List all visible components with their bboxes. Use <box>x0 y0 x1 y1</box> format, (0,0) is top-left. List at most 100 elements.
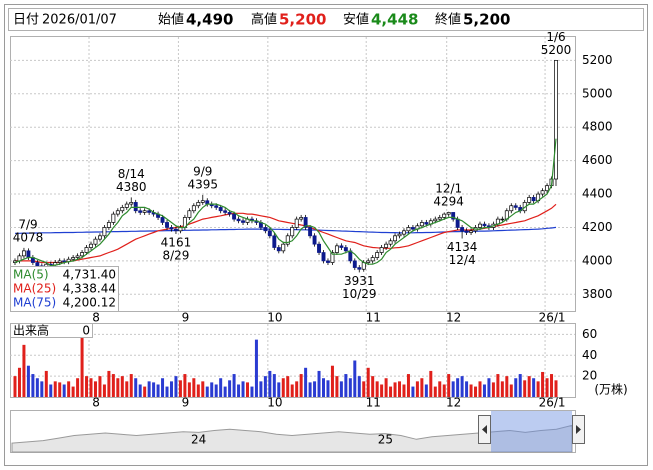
candle-body <box>397 233 402 237</box>
volume-bar <box>22 344 26 397</box>
volume-bar <box>527 376 531 397</box>
volume-bar <box>286 376 290 397</box>
volume-bar <box>17 367 21 397</box>
volume-bar <box>541 371 545 397</box>
volume-bar <box>237 384 241 397</box>
volume-bar <box>438 381 442 397</box>
volume-bar <box>532 378 536 397</box>
candle-body <box>124 203 129 208</box>
volume-bar <box>415 381 419 397</box>
candle-body <box>169 227 174 230</box>
volume-bar <box>339 381 343 397</box>
candle-body <box>98 235 102 240</box>
annotation-date: 10/29 <box>342 287 377 301</box>
candle-body <box>218 207 223 212</box>
volume-bar <box>228 380 232 397</box>
volume-bar <box>550 374 554 397</box>
volume-bar <box>53 381 57 397</box>
volume-bar <box>147 381 151 397</box>
y-tick-label: 3800 <box>582 287 613 301</box>
y-tick-label: 4000 <box>582 253 613 267</box>
candle-body <box>120 207 125 212</box>
volume-bar <box>326 380 330 397</box>
candle-body <box>111 213 116 223</box>
field-name: 始値 <box>158 12 184 28</box>
navigator-handle[interactable] <box>478 415 491 444</box>
volume-bar <box>192 378 196 397</box>
candle-body <box>272 235 277 248</box>
volume-bar <box>76 378 80 397</box>
annotation-value: 5200 <box>541 43 572 57</box>
candle-body <box>71 257 76 260</box>
volume-bar <box>129 374 133 397</box>
annotation-date: 8/29 <box>162 248 189 262</box>
x-tick-label: 26/1 <box>539 396 566 410</box>
candle-body <box>80 252 85 257</box>
volume-bar <box>469 384 473 397</box>
volume-bar <box>353 360 357 397</box>
navigator-handle[interactable] <box>572 415 585 444</box>
annotation-value: 4161 <box>161 235 192 249</box>
candle-body <box>267 230 272 237</box>
volume-bar <box>357 376 361 397</box>
volume-bar <box>523 380 527 397</box>
volume-bar <box>460 376 464 397</box>
legend-value: 4,200.12 <box>63 296 116 310</box>
price-panel <box>10 36 576 312</box>
volume-bar <box>223 386 227 397</box>
volume-bar <box>277 382 281 397</box>
candle-body <box>276 247 281 252</box>
volume-bar <box>429 370 433 397</box>
candle-body <box>115 210 120 215</box>
candle-body <box>339 245 344 248</box>
volume-bar <box>116 378 120 397</box>
candle-body <box>223 210 228 213</box>
volume-bar <box>134 378 138 397</box>
volume-bar <box>107 370 111 397</box>
volume-bar <box>487 378 491 397</box>
volume-bar <box>299 374 303 397</box>
candle-body <box>326 260 330 263</box>
candle-body <box>482 223 487 227</box>
volume-bar <box>187 382 191 397</box>
legend-name: MA(75) <box>13 296 56 310</box>
candle-body <box>102 227 107 237</box>
legend-value: 4,731.40 <box>63 268 116 282</box>
field-value: 4,490 <box>186 11 233 29</box>
candle-body <box>527 197 532 203</box>
volume-bar <box>384 378 388 397</box>
volume-title-box <box>10 323 93 338</box>
candle-body <box>509 205 514 212</box>
volume-bar <box>49 384 53 397</box>
annotation-value: 4380 <box>116 180 147 194</box>
volume-bar <box>362 381 366 397</box>
candle-body <box>433 218 438 222</box>
candle-body <box>321 252 326 262</box>
field-value: 5,200 <box>463 11 510 29</box>
candle-body <box>317 243 321 253</box>
candle-body <box>160 217 165 223</box>
volume-unit: (万株) <box>594 382 627 397</box>
volume-bar <box>451 381 455 397</box>
x-tick-label: 26/1 <box>539 311 566 325</box>
volume-bar <box>308 382 312 397</box>
volume-bar <box>545 378 549 397</box>
volume-bar <box>317 370 321 397</box>
volume-bar <box>210 382 214 397</box>
y-tick-label: 5200 <box>582 53 613 67</box>
x-tick-label: 12 <box>446 311 461 325</box>
volume-bar <box>478 381 482 397</box>
candle-body <box>21 250 26 257</box>
volume-bar <box>85 376 89 397</box>
candle-body <box>334 245 339 253</box>
volume-bar <box>67 381 71 397</box>
volume-bar <box>505 376 509 397</box>
candle-body <box>410 227 415 230</box>
volume-bar <box>71 386 75 397</box>
candle-body <box>393 235 397 242</box>
candle-body <box>165 222 169 228</box>
volume-bar <box>344 374 348 397</box>
y-tick-label: 40 <box>582 348 597 362</box>
candle-body <box>133 202 138 212</box>
